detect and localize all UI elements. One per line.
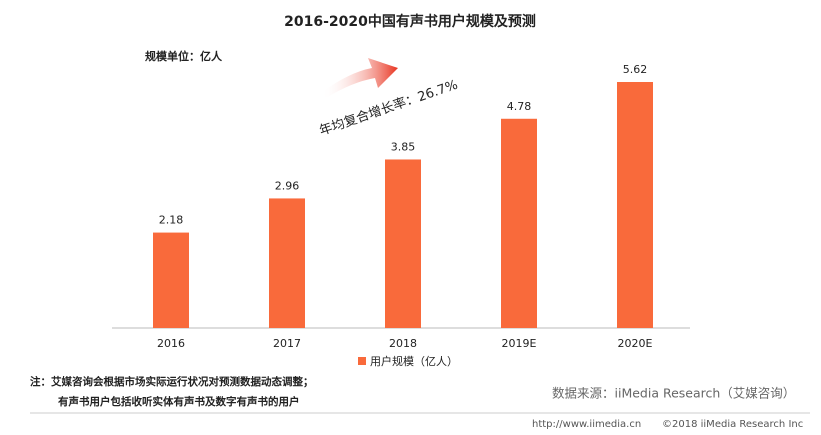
footer-url: http://www.iimedia.cn xyxy=(532,419,641,430)
note: 注：艾媒咨询会根据市场实际运行状况对预测数据动态调整； xyxy=(30,375,314,388)
x-tick-label: 2020E xyxy=(618,337,653,350)
value-label: 2.18 xyxy=(159,214,184,227)
value-label: 5.62 xyxy=(623,63,648,76)
legend-swatch xyxy=(358,357,366,365)
x-tick-label: 2017 xyxy=(273,337,301,350)
legend-label: 用户规模（亿人） xyxy=(370,354,458,368)
chart-title: 2016-2020中国有声书用户规模及预测 xyxy=(284,13,536,30)
source: 数据来源：iiMedia Research（艾媒咨询） xyxy=(552,386,795,401)
bar xyxy=(501,118,537,329)
bar xyxy=(269,198,305,328)
value-label: 3.85 xyxy=(391,140,416,153)
value-label: 4.78 xyxy=(507,100,532,113)
bar xyxy=(153,232,189,328)
x-tick-label: 2019E xyxy=(502,337,537,350)
x-tick-label: 2016 xyxy=(157,337,185,350)
note: 有声书用户包括收听实体有声书及数字有声书的用户 xyxy=(58,395,300,408)
bar xyxy=(385,159,421,328)
unit-label: 规模单位：亿人 xyxy=(145,49,223,63)
footer-copyright: ©2018 iiMedia Research Inc xyxy=(662,419,803,430)
value-label: 2.96 xyxy=(275,179,300,192)
bar xyxy=(617,82,653,328)
x-tick-label: 2018 xyxy=(389,337,417,350)
growth-arrow xyxy=(322,58,398,98)
